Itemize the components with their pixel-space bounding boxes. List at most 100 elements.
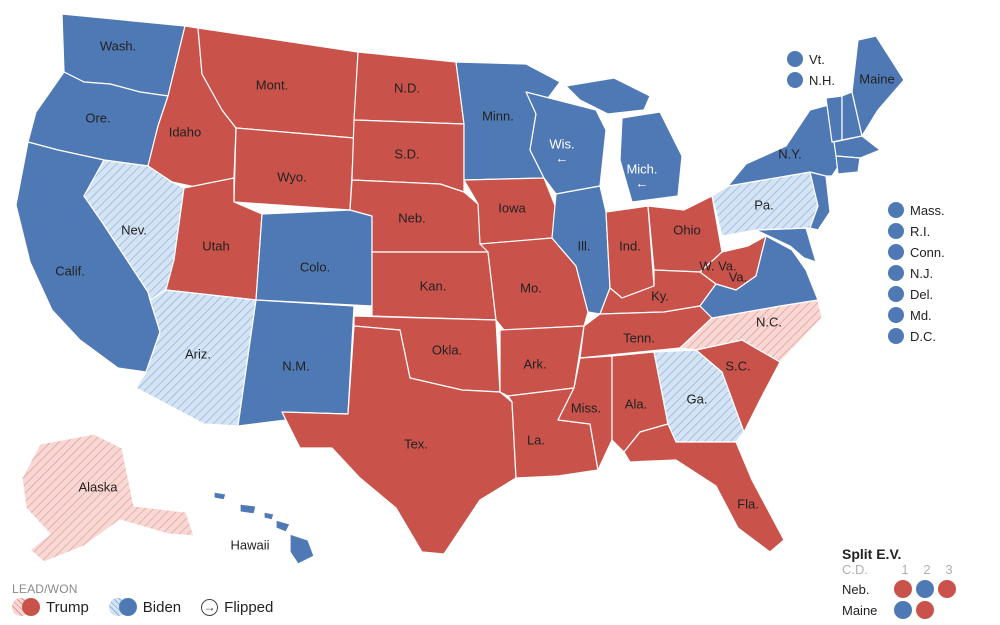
small-state-label: Conn. [910,244,945,260]
small-state-item[interactable]: Del. [888,286,933,302]
legend-title: LEAD/WON [12,582,78,596]
split-ev-title: Split E.V. [842,546,902,562]
state-label: Miss. [571,400,601,415]
small-state-label: Del. [910,286,934,302]
small-state-item[interactable]: N.H. [787,72,835,88]
state-label: Tex. [404,436,428,451]
state-shape-ak[interactable] [21,433,195,563]
state-shape-ma[interactable] [833,135,881,159]
state-label: Hawaii [230,537,269,552]
state-dot [888,307,904,323]
state-label: S.D. [394,146,419,161]
district-dot [916,580,934,598]
state-label: Nev. [121,222,147,237]
small-state-item[interactable]: Vt. [787,51,825,67]
small-state-label: N.H. [809,72,835,88]
flipped-arrow-icon: ← [636,175,649,190]
state-label: S.C. [725,358,750,373]
state-shape-mi-up[interactable] [565,77,651,115]
district-dot [938,580,956,598]
small-state-label: N.J. [910,265,934,281]
trump-legend-swatch [12,598,40,616]
state-label: Mo. [520,280,542,295]
state-label: Iowa [498,200,526,215]
state-label: Minn. [482,108,514,123]
legend-flipped-label: Flipped [224,598,274,616]
hawaii-islands[interactable] [213,491,315,565]
state-label: Fla. [737,496,759,511]
legend-biden-label: Biden [142,598,182,616]
state-shape-va[interactable] [699,235,819,319]
state-label: W. Va. [699,258,736,273]
state-label: Idaho [169,124,202,139]
small-state-label: Mass. [910,202,945,218]
state-dot [888,328,904,344]
district-dot [916,601,934,619]
state-shape-mi[interactable] [619,111,683,203]
state-dot [888,223,904,239]
state-label: Wash. [100,38,136,53]
state-label: Ind. [619,238,641,253]
cd-number: 2 [923,562,931,577]
state-label: Calif. [55,263,85,278]
state-label: Alaska [78,479,118,494]
small-state-item[interactable]: D.C. [888,328,936,344]
state-label: N.D. [394,80,420,95]
legend-trump-label: Trump [46,598,89,616]
state-label: Tenn. [623,330,655,345]
state-dot [888,202,904,218]
cd-number: 3 [945,562,953,577]
state-label: Pa. [754,197,774,212]
state-label: Mont. [256,77,289,92]
small-state-item[interactable]: Mass. [888,202,945,218]
small-state-item[interactable]: R.I. [888,223,930,239]
state-label: Ark. [523,356,546,371]
legend: LEAD/WON Trump Biden → Flipped [12,582,273,616]
state-label: Ga. [687,391,708,406]
state-dot [888,265,904,281]
state-label: Ohio [673,222,700,237]
district-dot [894,580,912,598]
state-label: Ky. [651,288,669,303]
small-state-item[interactable]: Conn. [888,244,945,260]
split-row-name: Maine [842,602,878,618]
state-shape-ny[interactable] [727,103,841,187]
state-shape-co[interactable] [255,209,373,307]
state-label: Utah [202,238,229,253]
state-label: Wyo. [277,169,307,184]
split-ev-panel: Split E.V. C.D. 1 2 3 Neb. Maine [842,546,960,619]
flipped-arrow-icon: ← [556,150,569,165]
state-label: Ariz. [185,346,211,361]
state-label: N.Y. [778,146,802,161]
cd-number: 1 [901,562,909,577]
state-label: Mich. [626,161,657,176]
small-state-item[interactable]: Md. [888,307,932,323]
state-dot [787,51,803,67]
state-label: Ore. [85,110,110,125]
small-state-label: Vt. [809,51,825,67]
state-label: N.C. [756,314,782,329]
small-state-item[interactable]: N.J. [888,265,933,281]
state-label: N.M. [282,358,309,373]
state-shape-tx[interactable] [281,325,517,555]
state-shape-ct[interactable] [835,155,861,175]
state-label: Wis. [549,136,574,151]
state-label: Va. [729,269,748,284]
state-label: Maine [859,71,894,86]
state-label: Colo. [300,259,330,274]
split-row-neb: Neb. [842,580,960,598]
split-row-maine: Maine [842,601,960,619]
state-label: Ala. [625,396,647,411]
state-label: Okla. [432,342,462,357]
state-label: Kan. [420,278,447,293]
flipped-arrow-icon: → [201,598,219,616]
state-dot [888,286,904,302]
state-shape-fl[interactable] [623,423,785,553]
state-dot [888,244,904,260]
state-label: La. [527,432,545,447]
state-label: Neb. [398,210,425,225]
small-state-label: R.I. [910,223,931,239]
small-state-label: D.C. [910,328,936,344]
district-dot [894,601,912,619]
